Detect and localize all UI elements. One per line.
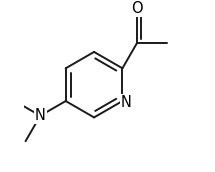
Text: N: N [121, 95, 132, 110]
Text: O: O [131, 1, 143, 16]
Text: N: N [35, 108, 46, 123]
